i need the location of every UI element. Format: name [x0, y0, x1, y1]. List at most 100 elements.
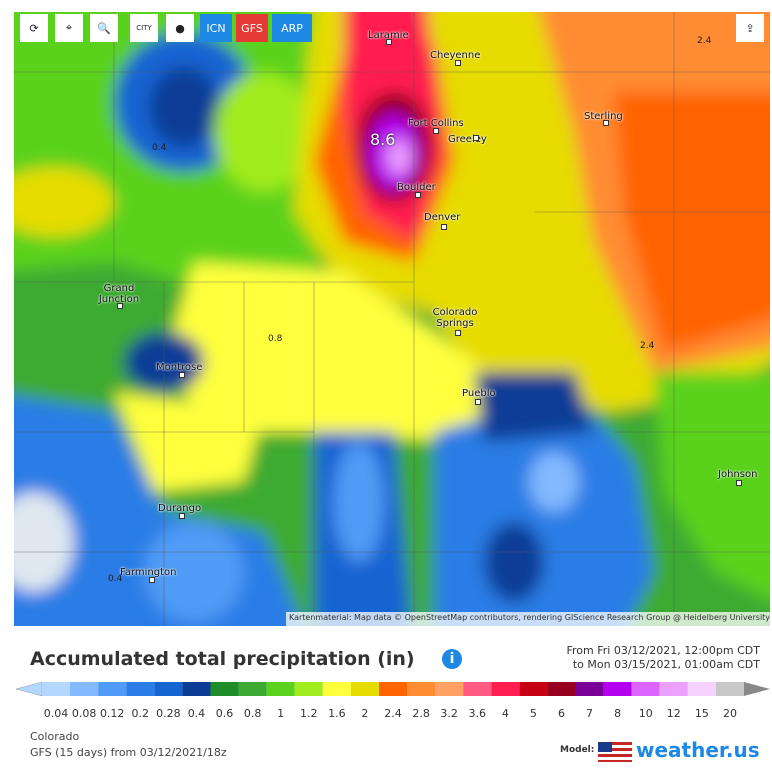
- city-marker: [179, 513, 185, 519]
- refresh-button[interactable]: ⟳: [20, 14, 48, 42]
- city-marker: [603, 120, 609, 126]
- legend-swatch: [210, 682, 239, 696]
- city-marker: [415, 192, 421, 198]
- legend-label: 15: [695, 707, 709, 720]
- city-label: Grand Junction: [98, 283, 140, 305]
- city-marker: [455, 60, 461, 66]
- legend-label: 0.2: [132, 707, 150, 720]
- legend-label: 0.12: [100, 707, 125, 720]
- city-marker: [441, 224, 447, 230]
- city-label: Colorado Springs: [432, 307, 478, 329]
- value-label: 2.4: [697, 36, 712, 46]
- legend-swatch: [491, 682, 520, 696]
- legend-arrow-left: [15, 681, 43, 697]
- city-label: Johnson: [718, 469, 758, 480]
- value-label: 0.4: [152, 143, 167, 153]
- legend-label: 2.4: [384, 707, 402, 720]
- to: to Mon 03/15/2021, 01:00am CDT: [572, 658, 760, 671]
- legend-label: 7: [586, 707, 593, 720]
- legend-label: 3.2: [440, 707, 458, 720]
- title: Accumulated total precipitation (in): [30, 648, 415, 670]
- share-button[interactable]: ⇪: [736, 14, 764, 42]
- legend-swatch: [407, 682, 436, 696]
- legend-label: 6: [558, 707, 565, 720]
- value-label: 0.8: [268, 334, 283, 344]
- legend-label: 0.4: [188, 707, 206, 720]
- region: Colorado: [30, 730, 80, 743]
- city-marker: [736, 480, 742, 486]
- city-marker: [179, 372, 185, 378]
- legend-swatch: [350, 682, 379, 696]
- legend-swatch: [603, 682, 632, 696]
- city-label: Durango: [158, 503, 202, 514]
- legend-label: 0.6: [216, 707, 234, 720]
- value-label: 2.4: [640, 341, 655, 351]
- legend-label: 0.8: [244, 707, 262, 720]
- city-marker: [149, 577, 155, 583]
- city-label: Denver: [424, 212, 461, 223]
- legend-label: 0.08: [72, 707, 97, 720]
- legend-label: 5: [530, 707, 537, 720]
- city-toggle[interactable]: CITY: [130, 14, 158, 42]
- legend-swatch: [378, 682, 408, 696]
- legend-swatch: [154, 682, 183, 696]
- zoom-button[interactable]: 🔍: [90, 14, 118, 42]
- from: From Fri 03/12/2021, 12:00pm CDT: [566, 644, 760, 657]
- legend-swatch: [42, 682, 71, 696]
- legend-swatch: [70, 682, 99, 696]
- legend-swatch: [126, 682, 155, 696]
- legend: 0.04 0.08 0.12 0.2 0.28 0.4 0.6 0.8 1 1.2 1.6 2 2.4 2…: [15, 681, 770, 720]
- city-marker: [473, 135, 479, 141]
- legend-swatch: [687, 682, 716, 696]
- location-button[interactable]: ⌖: [55, 14, 83, 42]
- legend-swatch: [182, 682, 211, 696]
- legend-swatch: [294, 682, 323, 696]
- city-marker: [455, 330, 461, 336]
- legend-label: 12: [667, 707, 681, 720]
- city-label: Cheyenne: [430, 50, 481, 61]
- legend-label: 4: [502, 707, 509, 720]
- brand: weather.us: [636, 738, 760, 762]
- attribution: Kartenmaterial: Map data © OpenStreetMap…: [289, 613, 771, 622]
- legend-label: 2.8: [412, 707, 430, 720]
- flag: [598, 742, 632, 762]
- city-marker: [433, 128, 439, 134]
- legend-swatch: [547, 682, 576, 696]
- legend-swatch: [435, 682, 464, 696]
- legend-swatch: [659, 682, 688, 696]
- time-range: From Fri 03/12/2021, 12:00pm CDT to Mon 0…: [566, 644, 760, 672]
- city-label: Sterling: [584, 111, 623, 122]
- legend-label: 8: [614, 707, 621, 720]
- info-icon[interactable]: i: [442, 649, 462, 669]
- legend-swatch: [322, 682, 351, 696]
- legend-label: 1.6: [328, 707, 346, 720]
- legend-swatch: [463, 682, 492, 696]
- marker-button[interactable]: ●: [166, 14, 194, 42]
- city-label: Fort Collins: [408, 118, 464, 129]
- city-label: Greeley: [448, 134, 487, 145]
- legend-swatch: [715, 682, 744, 696]
- legend-label: 20: [723, 707, 737, 720]
- model-button[interactable]: ARP: [272, 14, 312, 42]
- value-label: 8.6: [370, 130, 396, 149]
- city-marker: [117, 303, 123, 309]
- model-button[interactable]: ICN: [200, 14, 232, 42]
- city-marker: [475, 399, 481, 405]
- city-label: Montrose: [156, 362, 203, 373]
- legend-label: 1: [277, 707, 284, 720]
- legend-label: 2: [361, 707, 368, 720]
- city-label: Laramie: [368, 30, 409, 41]
- legend-swatch: [266, 682, 295, 696]
- legend-label: 1.2: [300, 707, 318, 720]
- map: [14, 12, 770, 626]
- legend-swatch: [98, 682, 127, 696]
- legend-label: 3.6: [468, 707, 486, 720]
- legend-label: 10: [639, 707, 653, 720]
- city-label: Pueblo: [462, 388, 496, 399]
- legend-arrow-right: [744, 682, 770, 696]
- legend-swatch: [519, 682, 548, 696]
- model-button[interactable]: GFS: [236, 14, 268, 42]
- legend-swatch: [238, 682, 267, 696]
- legend-swatch: [575, 682, 604, 696]
